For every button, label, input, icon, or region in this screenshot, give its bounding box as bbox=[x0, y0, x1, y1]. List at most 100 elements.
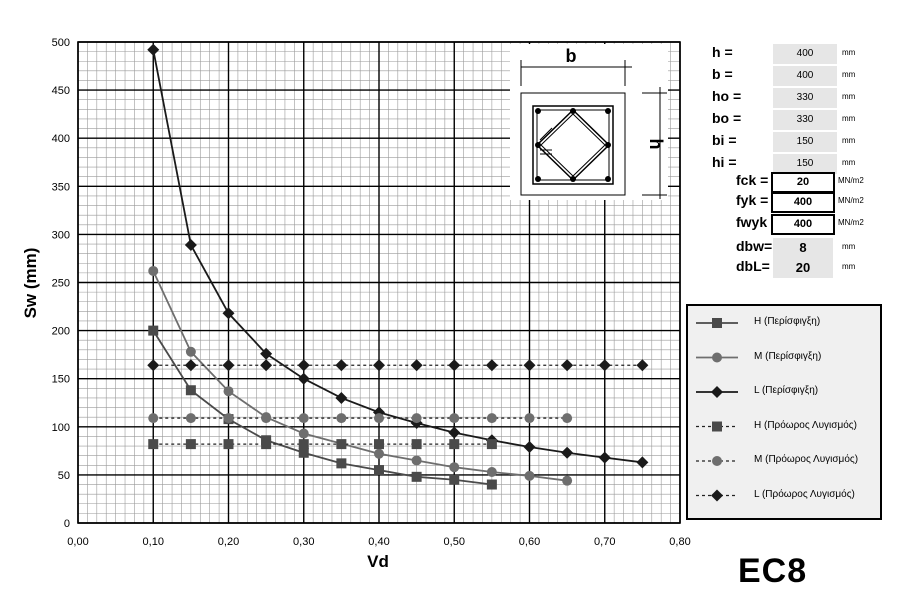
plot-frame bbox=[77, 41, 681, 524]
parameter-unit: MN/m2 bbox=[838, 196, 864, 205]
legend-label: M (Πρόωρος Λυγισμός) bbox=[754, 454, 859, 465]
data-point-diamond bbox=[222, 307, 235, 320]
cross-section-diagram: bh bbox=[510, 44, 668, 200]
parameter-value: 400 bbox=[773, 66, 837, 86]
legend-item: H (Πρόωρος Λυγισμός) bbox=[696, 415, 882, 439]
legend-markers bbox=[696, 318, 738, 502]
data-point-diamond bbox=[222, 359, 235, 372]
parameter-label: fyk = bbox=[736, 192, 769, 208]
data-point-diamond bbox=[711, 489, 723, 502]
data-point-square bbox=[336, 458, 347, 469]
parameter-unit: MN/m2 bbox=[838, 176, 864, 185]
data-point-square bbox=[185, 439, 196, 450]
data-point-diamond bbox=[410, 359, 423, 372]
parameter-value: 400 bbox=[771, 214, 835, 235]
x-tick-label: 0,50 bbox=[444, 536, 465, 548]
data-point-circle bbox=[298, 428, 309, 439]
parameter-row: bi = 150 mm bbox=[712, 132, 882, 152]
series-line bbox=[152, 330, 492, 486]
data-point-diamond bbox=[373, 359, 385, 372]
data-point-diamond bbox=[598, 451, 611, 464]
data-point-diamond bbox=[260, 347, 273, 360]
data-point-square bbox=[336, 439, 347, 450]
data-point-diamond bbox=[260, 359, 273, 372]
data-point-circle bbox=[486, 413, 497, 424]
legend-item: M (Πρόωρος Λυγισμός) bbox=[696, 449, 882, 473]
data-point-circle bbox=[374, 448, 384, 459]
parameter-row: hi = 150 mm bbox=[712, 154, 882, 174]
parameter-label: bo = bbox=[712, 110, 742, 126]
y-tick-label: 50 bbox=[58, 470, 70, 482]
y-tick-label: 450 bbox=[52, 85, 70, 97]
legend-item: M (Περίσφιγξη) bbox=[696, 346, 882, 370]
parameter-label: ho = bbox=[712, 88, 742, 104]
y-tick-label: 0 bbox=[64, 518, 70, 530]
parameter-unit: mm bbox=[842, 70, 856, 79]
y-tick-label: 200 bbox=[52, 326, 70, 338]
parameter-row: bo = 330 mm bbox=[712, 110, 882, 130]
parameter-unit: mm bbox=[842, 48, 856, 57]
y-tick-label: 300 bbox=[52, 229, 70, 241]
parameter-label: dbL= bbox=[736, 258, 770, 274]
parameter-unit: mm bbox=[842, 242, 856, 251]
legend-label: H (Πρόωρος Λυγισμός) bbox=[754, 419, 857, 431]
data-point-diamond bbox=[598, 359, 611, 372]
data-point-circle bbox=[374, 413, 384, 424]
data-point-circle bbox=[185, 413, 196, 424]
section-height-label: h bbox=[646, 139, 666, 150]
x-tick-label: 0,10 bbox=[143, 536, 164, 548]
data-point-diamond bbox=[636, 456, 649, 469]
brand-label: EC8 bbox=[738, 552, 808, 590]
data-point-diamond bbox=[147, 43, 160, 56]
data-point-diamond bbox=[636, 359, 649, 372]
parameter-value: 330 bbox=[773, 110, 837, 130]
parameter-unit: mm bbox=[842, 92, 856, 101]
data-point-circle bbox=[486, 467, 497, 478]
parameter-row: b = 400 mm bbox=[712, 66, 882, 86]
series-line bbox=[152, 49, 643, 464]
parameter-unit: mm bbox=[842, 114, 856, 123]
parameter-label: fwyk = bbox=[736, 214, 780, 230]
y-tick-label: 500 bbox=[52, 37, 70, 49]
parameter-row: fwyk = 400 MN/m2 bbox=[712, 214, 882, 235]
parameter-value: 20 bbox=[773, 258, 833, 278]
data-point-square bbox=[486, 439, 497, 450]
axis-labels: Sw (mm) Vd bbox=[21, 248, 389, 571]
data-point-square bbox=[411, 439, 422, 450]
data-point-circle bbox=[562, 413, 573, 424]
parameters-table: h = 400 mm b = 400 mm ho = 330 mm bo = 330 mm bi = 15… bbox=[712, 40, 882, 290]
data-point-circle bbox=[148, 265, 159, 276]
parameter-value: 400 bbox=[773, 44, 837, 64]
legend-item: H (Περίσφιγξη) bbox=[696, 311, 882, 335]
parameter-value: 20 bbox=[771, 172, 835, 193]
data-point-diamond bbox=[523, 441, 536, 454]
parameter-row: dbL= 20 mm bbox=[712, 258, 882, 278]
x-tick-label: 0,30 bbox=[293, 536, 314, 548]
data-point-diamond bbox=[561, 446, 574, 459]
data-point-square bbox=[185, 385, 196, 396]
data-point-circle bbox=[411, 413, 422, 424]
data-point-circle bbox=[449, 462, 460, 473]
y-axis-label: Sw (mm) bbox=[21, 248, 40, 319]
data-point-diamond bbox=[523, 359, 536, 372]
data-point-circle bbox=[223, 386, 234, 397]
data-point-diamond bbox=[184, 238, 197, 251]
data-point-square bbox=[223, 439, 234, 450]
parameter-value: 150 bbox=[773, 154, 837, 174]
data-point-diamond bbox=[184, 359, 197, 372]
data-point-circle bbox=[524, 413, 535, 424]
x-tick-label: 0,70 bbox=[594, 536, 615, 548]
parameter-row: fyk = 400 MN/m2 bbox=[712, 192, 882, 213]
data-point-circle bbox=[148, 413, 159, 424]
parameter-row: ho = 330 mm bbox=[712, 88, 882, 108]
data-point-diamond bbox=[147, 359, 160, 372]
parameter-unit: mm bbox=[842, 136, 856, 145]
data-point-diamond bbox=[335, 391, 348, 404]
parameter-label: fck = bbox=[736, 172, 769, 188]
data-point-circle bbox=[185, 346, 196, 357]
x-axis-label: Vd bbox=[367, 552, 389, 571]
y-tick-label: 350 bbox=[52, 181, 70, 193]
parameter-label: bi = bbox=[712, 132, 737, 148]
data-point-diamond bbox=[448, 359, 461, 372]
